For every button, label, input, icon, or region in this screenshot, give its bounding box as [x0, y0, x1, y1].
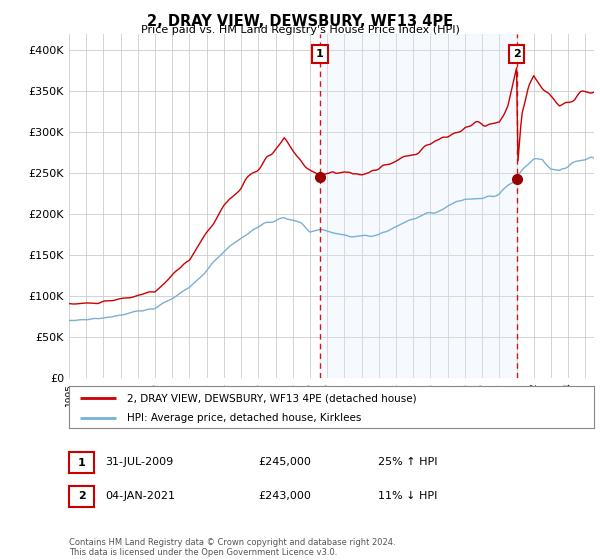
Text: 2: 2 [513, 49, 521, 59]
Text: 25% ↑ HPI: 25% ↑ HPI [378, 457, 437, 467]
Bar [320, 34, 517, 378]
Text: 11% ↓ HPI: 11% ↓ HPI [378, 491, 437, 501]
Text: HPI: Average price, detached house, Kirklees: HPI: Average price, detached house, Kirk… [127, 413, 361, 423]
Text: £243,000: £243,000 [258, 491, 311, 501]
Text: 1: 1 [316, 49, 324, 59]
Text: Contains HM Land Registry data © Crown copyright and database right 2024.
This d: Contains HM Land Registry data © Crown c… [69, 538, 395, 557]
Text: 2: 2 [78, 491, 85, 501]
Text: 2, DRAY VIEW, DEWSBURY, WF13 4PE: 2, DRAY VIEW, DEWSBURY, WF13 4PE [147, 14, 453, 29]
Text: £245,000: £245,000 [258, 457, 311, 467]
Text: 2, DRAY VIEW, DEWSBURY, WF13 4PE (detached house): 2, DRAY VIEW, DEWSBURY, WF13 4PE (detach… [127, 393, 416, 403]
Text: 1: 1 [78, 458, 85, 468]
Text: 31-JUL-2009: 31-JUL-2009 [105, 457, 173, 467]
Text: Price paid vs. HM Land Registry's House Price Index (HPI): Price paid vs. HM Land Registry's House … [140, 25, 460, 35]
Text: 04-JAN-2021: 04-JAN-2021 [105, 491, 175, 501]
